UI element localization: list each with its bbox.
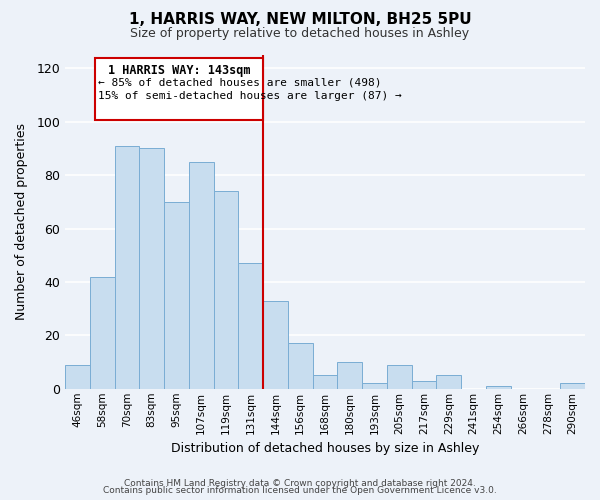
Bar — [486, 386, 511, 389]
Bar — [214, 191, 238, 389]
Bar — [387, 364, 412, 389]
X-axis label: Distribution of detached houses by size in Ashley: Distribution of detached houses by size … — [171, 442, 479, 455]
Bar — [139, 148, 164, 389]
Bar — [362, 384, 387, 389]
Text: ← 85% of detached houses are smaller (498): ← 85% of detached houses are smaller (49… — [98, 78, 382, 88]
Bar — [436, 376, 461, 389]
Text: 15% of semi-detached houses are larger (87) →: 15% of semi-detached houses are larger (… — [98, 91, 402, 101]
Bar — [95, 58, 263, 120]
Y-axis label: Number of detached properties: Number of detached properties — [15, 124, 28, 320]
Text: Contains public sector information licensed under the Open Government Licence v3: Contains public sector information licen… — [103, 486, 497, 495]
Bar — [560, 384, 585, 389]
Bar — [238, 264, 263, 389]
Text: Size of property relative to detached houses in Ashley: Size of property relative to detached ho… — [130, 28, 470, 40]
Text: Contains HM Land Registry data © Crown copyright and database right 2024.: Contains HM Land Registry data © Crown c… — [124, 478, 476, 488]
Text: 1, HARRIS WAY, NEW MILTON, BH25 5PU: 1, HARRIS WAY, NEW MILTON, BH25 5PU — [128, 12, 472, 28]
Bar — [288, 344, 313, 389]
Bar — [337, 362, 362, 389]
Bar — [313, 376, 337, 389]
Bar — [263, 300, 288, 389]
Bar — [189, 162, 214, 389]
Bar — [115, 146, 139, 389]
Bar — [412, 381, 436, 389]
Bar — [65, 364, 90, 389]
Text: 1 HARRIS WAY: 143sqm: 1 HARRIS WAY: 143sqm — [108, 64, 250, 78]
Bar — [90, 276, 115, 389]
Bar — [164, 202, 189, 389]
